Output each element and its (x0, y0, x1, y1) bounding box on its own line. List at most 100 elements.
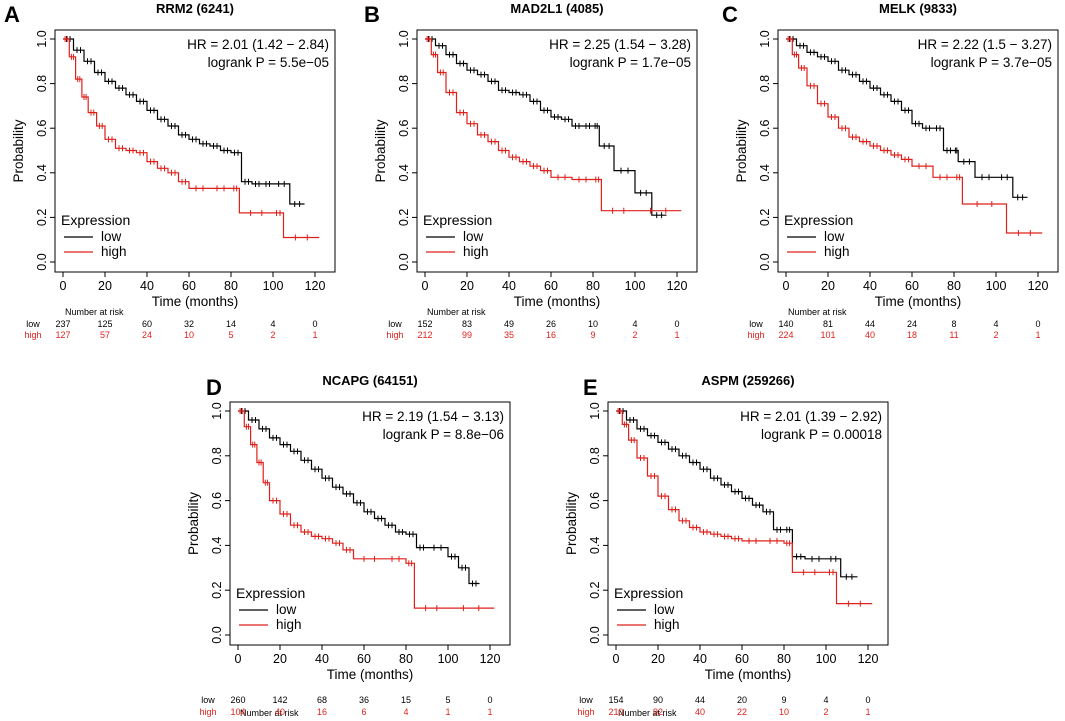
survival-curve-low (425, 38, 667, 216)
y-tick-label: 0.8 (35, 75, 49, 92)
hazard-ratio-text: HR = 2.25 (1.54 − 3.28) (549, 37, 691, 52)
y-axis-label: Probability (11, 119, 26, 182)
hazard-ratio-text: HR = 2.01 (1.42 − 2.84) (187, 37, 329, 52)
risk-count-high: 16 (317, 707, 327, 717)
logrank-p-text: logrank P = 3.7e−05 (931, 55, 1052, 70)
x-tick-label: 0 (235, 652, 242, 666)
risk-count-low: 5 (445, 695, 450, 705)
risk-count-high: 104 (230, 707, 245, 717)
y-tick-label: 0.8 (588, 447, 602, 464)
legend-label-high: high (824, 244, 850, 259)
risk-row-label-low: low (388, 319, 402, 329)
risk-count-low: 0 (487, 695, 492, 705)
risk-count-high: 1 (865, 707, 870, 717)
risk-count-low: 26 (546, 319, 556, 329)
risk-count-high: 2 (270, 330, 275, 340)
risk-count-high: 5 (228, 330, 233, 340)
risk-count-high: 4 (403, 707, 408, 717)
survival-curve-high (616, 410, 873, 605)
x-tick-label: 80 (224, 279, 238, 293)
x-axis-label: Time (months) (875, 294, 962, 309)
risk-count-high: 1 (312, 330, 317, 340)
risk-count-low: 8 (951, 319, 956, 329)
legend-label-low: low (654, 602, 675, 617)
x-tick-label: 20 (460, 279, 474, 293)
x-tick-label: 40 (693, 652, 707, 666)
x-tick-label: 100 (986, 279, 1007, 293)
risk-count-low: 0 (1035, 319, 1040, 329)
legend-label-high: high (101, 244, 127, 259)
y-axis-label: Probability (564, 492, 579, 555)
x-tick-label: 40 (315, 652, 329, 666)
risk-row-label-high: high (386, 330, 403, 340)
risk-count-high: 99 (462, 330, 472, 340)
risk-count-high: 92 (653, 707, 663, 717)
x-tick-label: 0 (422, 279, 429, 293)
y-axis-label: Probability (186, 492, 201, 555)
y-tick-label: 0.4 (588, 537, 602, 554)
plot-frame (54, 29, 336, 273)
km-panel-c: C MELK (9833)0.00.20.40.60.81.00 20 40 60 80 1… (722, 1, 1059, 340)
risk-count-low: 4 (270, 319, 275, 329)
legend-label-low: low (824, 229, 845, 244)
risk-count-low: 140 (778, 319, 793, 329)
y-tick-label: 1.0 (397, 30, 411, 47)
chart-title: NCAPG (64151) (322, 373, 417, 388)
panel-label: E (583, 375, 598, 400)
legend-label-high: high (276, 617, 302, 632)
hazard-ratio-text: HR = 2.01 (1.39 − 2.92) (740, 409, 882, 424)
x-tick-label: 20 (821, 279, 835, 293)
x-tick-label: 20 (98, 279, 112, 293)
risk-count-high: 11 (949, 330, 958, 340)
risk-count-low: 260 (230, 695, 245, 705)
x-axis-label: Time (months) (327, 667, 414, 682)
x-tick-label: 80 (777, 652, 791, 666)
x-tick-label: 80 (399, 652, 413, 666)
risk-count-high: 2 (993, 330, 998, 340)
x-tick-label: 100 (263, 279, 284, 293)
risk-count-high: 10 (184, 330, 194, 340)
legend-title: Expression (423, 212, 492, 228)
risk-count-low: 10 (588, 319, 598, 329)
risk-row-label-high: high (747, 330, 764, 340)
legend-title: Expression (784, 212, 853, 228)
x-tick-label: 100 (816, 652, 837, 666)
legend-title: Expression (61, 212, 130, 228)
y-tick-label: 0.6 (210, 492, 224, 509)
x-tick-label: 20 (651, 652, 665, 666)
survival-curve-high (425, 38, 682, 212)
risk-count-high: 24 (142, 330, 152, 340)
legend-label-low: low (463, 229, 484, 244)
risk-count-low: 0 (865, 695, 870, 705)
risk-count-low: 154 (608, 695, 623, 705)
risk-count-high: 101 (820, 330, 835, 340)
x-tick-label: 80 (947, 279, 961, 293)
y-tick-label: 0.4 (397, 164, 411, 181)
risk-row-label-high: high (24, 330, 41, 340)
x-tick-label: 20 (273, 652, 287, 666)
y-tick-label: 0.6 (758, 119, 772, 136)
legend-label-high: high (654, 617, 680, 632)
risk-row-label-low: low (201, 695, 215, 705)
risk-count-low: 20 (737, 695, 747, 705)
risk-count-low: 44 (865, 319, 875, 329)
y-tick-label: 0.4 (210, 537, 224, 554)
risk-count-low: 15 (401, 695, 411, 705)
risk-count-high: 16 (546, 330, 556, 340)
logrank-p-text: logrank P = 5.5e−05 (208, 55, 329, 70)
x-tick-label: 80 (586, 279, 600, 293)
risk-count-high: 1 (674, 330, 679, 340)
risk-count-low: 49 (504, 319, 514, 329)
risk-count-high: 9 (590, 330, 595, 340)
risk-row-label-high: high (199, 707, 216, 717)
hazard-ratio-text: HR = 2.22 (1.5 − 3.27) (918, 37, 1052, 52)
risk-count-high: 2 (823, 707, 828, 717)
risk-count-high: 22 (737, 707, 747, 717)
x-tick-label: 100 (625, 279, 646, 293)
km-panel-e: E ASPM (259266)0.00.20.40.60.81.00 20 40 60 8… (564, 373, 889, 718)
risk-row-label-low: low (26, 319, 40, 329)
risk-count-low: 14 (226, 319, 236, 329)
risk-count-low: 4 (823, 695, 828, 705)
y-tick-label: 0.8 (210, 447, 224, 464)
